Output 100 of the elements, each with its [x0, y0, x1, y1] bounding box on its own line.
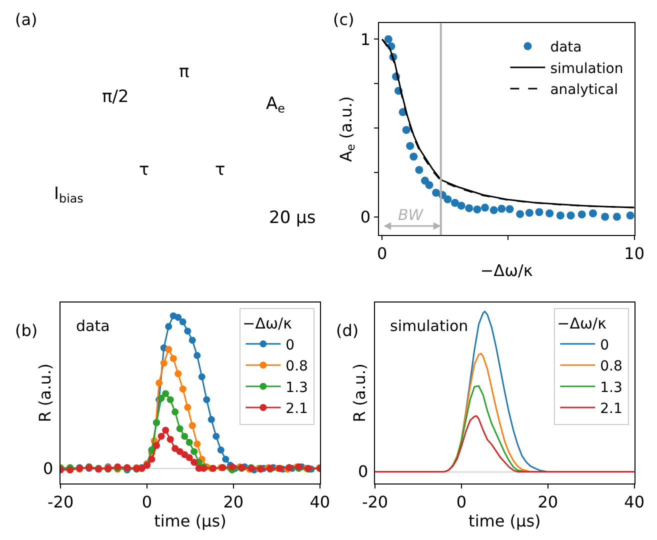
- point: [402, 126, 410, 134]
- x-tick-label: 40: [310, 492, 330, 512]
- point: [525, 208, 534, 217]
- point: [481, 204, 490, 212]
- x-tick-label: 0: [456, 492, 467, 512]
- point: [181, 432, 188, 440]
- point: [450, 198, 459, 207]
- point: [172, 408, 179, 416]
- point: [162, 426, 170, 434]
- point: [188, 336, 196, 344]
- legend-label: 0: [286, 337, 295, 354]
- point: [566, 212, 575, 220]
- legend-label: 2.1: [600, 400, 622, 417]
- point: [148, 456, 156, 463]
- point: [156, 379, 163, 386]
- text: 20 μs: [269, 208, 316, 228]
- point: [217, 446, 224, 454]
- point: [556, 212, 564, 220]
- point: [179, 386, 186, 393]
- point: [172, 445, 179, 452]
- legend-label: 0: [600, 337, 610, 354]
- legend-label: 0.8: [286, 358, 308, 375]
- point: [186, 454, 193, 462]
- point: [457, 202, 466, 210]
- point: [176, 425, 184, 432]
- point: [158, 432, 165, 440]
- point: [184, 404, 192, 411]
- x-axis-title: −Δω/κ: [480, 260, 534, 280]
- point: [194, 440, 201, 448]
- point: [198, 373, 206, 380]
- text: (d): [336, 321, 359, 340]
- text: A$_{e}$: [266, 94, 285, 116]
- point: [190, 448, 198, 456]
- x-tick-label: -20: [362, 492, 388, 512]
- point: [179, 318, 186, 326]
- point: [160, 360, 168, 367]
- chart-title: (c): [333, 10, 354, 29]
- point: [166, 396, 174, 404]
- x-axis-title: time (μs): [468, 512, 541, 530]
- x-tick-label: 40: [624, 492, 645, 512]
- point: [208, 416, 215, 424]
- point: [384, 35, 392, 44]
- point: [181, 451, 188, 458]
- x-tick-label: -20: [47, 492, 74, 512]
- text: τ: [215, 160, 226, 180]
- text: π/2: [102, 87, 129, 107]
- point: [432, 188, 440, 197]
- x-tick-label: 0: [142, 492, 152, 512]
- point: [188, 422, 196, 430]
- point: [612, 212, 621, 221]
- point: [162, 390, 170, 398]
- point: [516, 210, 524, 218]
- point: [212, 432, 220, 440]
- text: I$_{bias}$: [54, 184, 84, 206]
- text: 0: [43, 459, 54, 478]
- annotation: simulation: [390, 317, 468, 335]
- point: [165, 346, 172, 353]
- x-tick-label: 20: [538, 492, 558, 512]
- point: [601, 212, 610, 221]
- point: [465, 204, 474, 212]
- legend-label: 0.8: [600, 358, 622, 375]
- chart-title: (b): [15, 321, 38, 340]
- point: [410, 152, 418, 161]
- legend-label: data: [550, 40, 582, 56]
- legend-label: simulation: [550, 60, 624, 77]
- legend-label: 2.1: [286, 400, 308, 417]
- point: [222, 456, 230, 463]
- point: [546, 209, 554, 218]
- legend-title: −Δω/κ: [557, 314, 607, 332]
- y-axis-title: R (a.u.): [350, 363, 369, 422]
- y-axis-title: R (a.u.): [35, 363, 54, 422]
- point: [203, 396, 210, 404]
- point: [165, 323, 172, 330]
- point: [506, 205, 514, 214]
- text: (a): [15, 10, 38, 29]
- x-tick-label: 20: [223, 492, 244, 512]
- point: [425, 181, 434, 190]
- y-tick-label: 1: [360, 30, 371, 49]
- point: [174, 370, 182, 378]
- point: [626, 212, 634, 220]
- point: [174, 314, 182, 321]
- point: [184, 328, 192, 335]
- point: [444, 195, 452, 204]
- point: [578, 210, 586, 218]
- point: [190, 458, 198, 466]
- point: [166, 436, 174, 443]
- ref-line-label: BW: [398, 206, 424, 224]
- point: [415, 166, 424, 174]
- annotation: data: [76, 317, 110, 335]
- point: [498, 204, 506, 213]
- point: [535, 208, 544, 216]
- text: π: [179, 62, 190, 82]
- point: [170, 355, 177, 362]
- legend-label: 1.3: [600, 380, 622, 396]
- point: [473, 205, 482, 214]
- legend-label: 1.3: [286, 380, 308, 396]
- x-tick-label: 10: [624, 244, 644, 264]
- legend-title: −Δω/κ: [242, 314, 292, 332]
- point: [186, 438, 193, 446]
- text: τ: [139, 160, 150, 180]
